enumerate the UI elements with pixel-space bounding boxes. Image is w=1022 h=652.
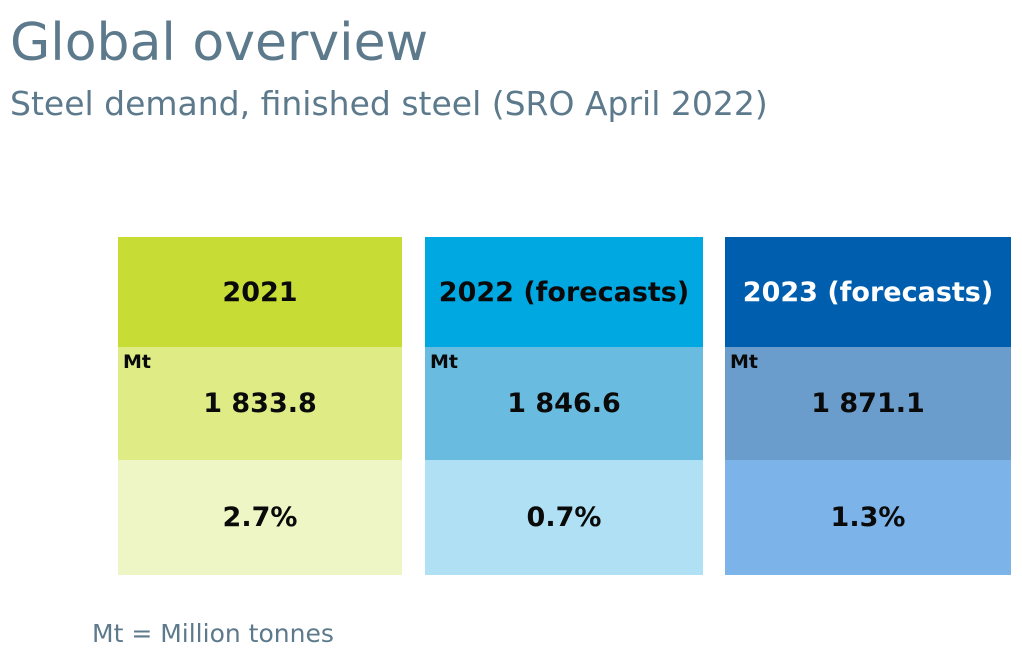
- card-year-label: 2022 (forecasts): [425, 237, 703, 347]
- card-growth-value: 0.7%: [425, 460, 703, 575]
- card-2022: 2022 (forecasts) Mt 1 846.6 0.7%: [425, 237, 703, 575]
- card-unit-label: Mt: [430, 351, 458, 373]
- card-2021: 2021 Mt 1 833.8 2.7%: [118, 237, 402, 575]
- card-demand-cell: Mt 1 833.8: [118, 347, 402, 460]
- card-2023: 2023 (forecasts) Mt 1 871.1 1.3%: [725, 237, 1011, 575]
- card-unit-label: Mt: [730, 351, 758, 373]
- card-growth-value: 1.3%: [725, 460, 1011, 575]
- card-unit-label: Mt: [123, 351, 151, 373]
- card-year-label: 2023 (forecasts): [725, 237, 1011, 347]
- page-title: Global overview: [10, 13, 429, 73]
- card-demand-value: 1 833.8: [203, 388, 317, 419]
- card-growth-value: 2.7%: [118, 460, 402, 575]
- page-subtitle: Steel demand, finished steel (SRO April …: [10, 84, 768, 123]
- card-demand-cell: Mt 1 846.6: [425, 347, 703, 460]
- card-demand-value: 1 846.6: [507, 388, 621, 419]
- card-year-label: 2021: [118, 237, 402, 347]
- card-demand-cell: Mt 1 871.1: [725, 347, 1011, 460]
- card-demand-value: 1 871.1: [811, 388, 925, 419]
- footnote: Mt = Million tonnes: [92, 619, 334, 648]
